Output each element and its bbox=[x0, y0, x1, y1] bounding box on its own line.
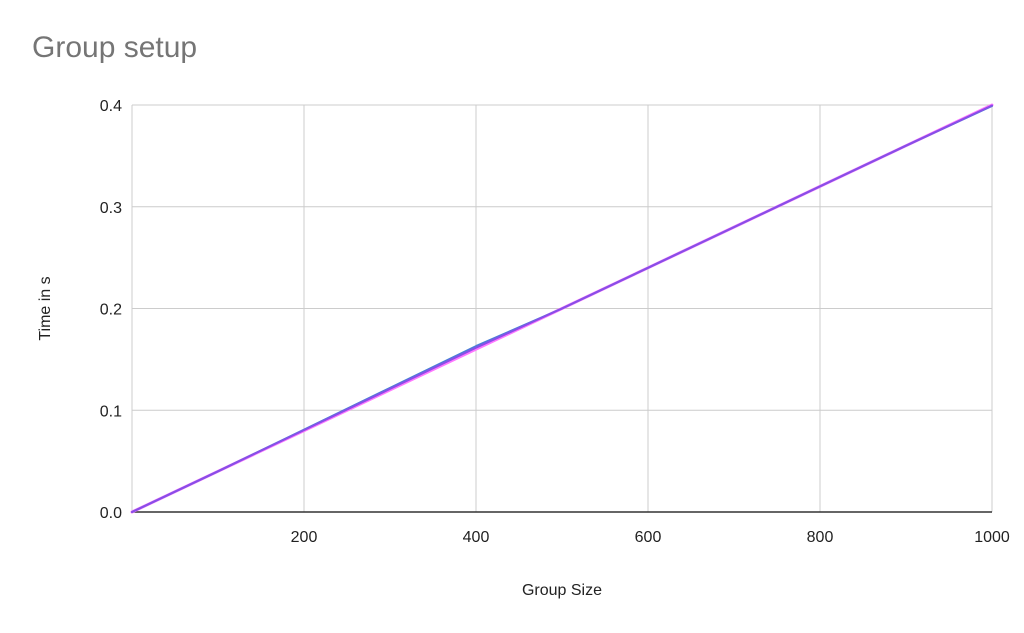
y-tick-label: 0.1 bbox=[100, 403, 122, 420]
y-tick-label: 0.4 bbox=[100, 98, 122, 115]
x-tick-label: 800 bbox=[807, 529, 834, 546]
series-line bbox=[131, 104, 993, 513]
tick-labels: 0.0 0.1 0.2 0.3 0.4 200 400 600 800 1000 bbox=[100, 98, 1010, 546]
axes bbox=[131, 105, 992, 513]
x-tick-label: 200 bbox=[291, 529, 318, 546]
y-tick-label: 0.3 bbox=[100, 200, 122, 217]
x-tick-label: 600 bbox=[635, 529, 662, 546]
x-tick-label: 400 bbox=[463, 529, 490, 546]
series-lines bbox=[130, 103, 994, 514]
y-tick-label: 0.2 bbox=[100, 302, 122, 319]
x-tick-label: 1000 bbox=[974, 529, 1010, 546]
y-axis-title: Time in s bbox=[37, 276, 54, 340]
chart-title: Group setup bbox=[32, 31, 198, 64]
y-tick-label: 0.0 bbox=[100, 505, 122, 522]
x-axis-title: Group Size bbox=[522, 582, 602, 599]
